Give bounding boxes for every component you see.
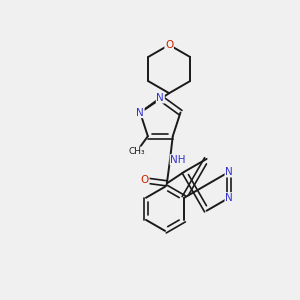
Text: NH: NH	[170, 155, 186, 165]
Text: N: N	[136, 107, 144, 118]
Text: N: N	[225, 193, 233, 203]
Text: N: N	[156, 93, 164, 103]
Text: O: O	[141, 176, 149, 185]
Text: N: N	[225, 167, 233, 177]
Text: O: O	[165, 40, 173, 50]
Text: CH₃: CH₃	[128, 147, 145, 156]
